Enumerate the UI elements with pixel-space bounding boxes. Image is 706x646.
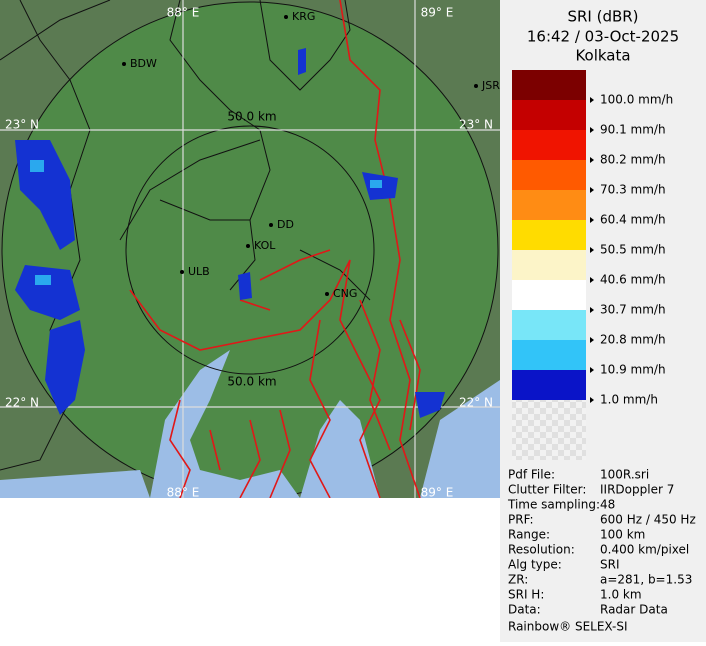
legend-pointer [590, 367, 594, 373]
place-label: ULB [188, 265, 210, 278]
timestamp: 16:42 / 03-Oct-2025 [527, 28, 679, 46]
info-value: a=281, b=1.53 [600, 573, 692, 587]
legend-swatch [512, 250, 586, 280]
info-key: Alg type: [508, 558, 562, 572]
legend-swatch [512, 280, 586, 310]
undefined: 88° E [167, 6, 200, 20]
info-value: 1.0 km [600, 588, 642, 602]
legend-pointer [590, 247, 594, 253]
place-dot [122, 62, 126, 66]
info-value: 100R.sri [600, 468, 649, 482]
legend-pointer [590, 217, 594, 223]
info-value: IIRDoppler 7 [600, 483, 674, 497]
legend-label: 10.9 mm/h [600, 363, 666, 377]
footer: Rainbow® SELEX-SI [508, 620, 628, 634]
info-value: 0.400 km/pixel [600, 543, 689, 557]
legend-pointer [590, 157, 594, 163]
legend-label: 60.4 mm/h [600, 213, 666, 227]
info-key: Clutter Filter: [508, 483, 586, 497]
info-key: SRI H: [508, 588, 544, 602]
legend-swatch [512, 70, 586, 100]
legend-pointer [590, 337, 594, 343]
undefined: 89° E [421, 486, 454, 500]
legend-label: 100.0 mm/h [600, 93, 673, 107]
legend-swatch [512, 190, 586, 220]
info-value: 600 Hz / 450 Hz [600, 513, 696, 527]
legend-label: 80.2 mm/h [600, 153, 666, 167]
legend-pointer [590, 397, 594, 403]
legend-pointer [590, 187, 594, 193]
legend-pointer [590, 127, 594, 133]
place-dot [246, 244, 250, 248]
info-key: Resolution: [508, 543, 575, 557]
undefined: 22° N [459, 396, 493, 410]
undefined: 22° N [5, 396, 39, 410]
legend-swatch [512, 160, 586, 190]
place-dot [474, 84, 478, 88]
place-label: KRG [292, 10, 315, 23]
info-key: ZR: [508, 573, 528, 587]
legend-pointer [590, 277, 594, 283]
product-title: SRI (dBR) [567, 8, 638, 26]
place-dot [325, 292, 329, 296]
legend-swatch [512, 340, 586, 370]
legend-swatch [512, 220, 586, 250]
undefined: 23° N [459, 118, 493, 132]
place-dot [180, 270, 184, 274]
place-dot [284, 15, 288, 19]
place-label: JSR [481, 79, 500, 92]
undefined: 89° E [421, 6, 454, 20]
info-key: Time sampling: [507, 498, 600, 512]
site-name: Kolkata [575, 47, 630, 65]
legend-label: 20.8 mm/h [600, 333, 666, 347]
info-value: 100 km [600, 528, 645, 542]
info-value: Radar Data [600, 603, 668, 617]
legend-label: 70.3 mm/h [600, 183, 666, 197]
legend-label: 40.6 mm/h [600, 273, 666, 287]
no-data-swatch [512, 400, 586, 460]
place-label: KOL [254, 239, 276, 252]
info-key: Pdf File: [508, 468, 555, 482]
legend-swatch [512, 130, 586, 160]
ring-label: 50.0 km [227, 110, 276, 124]
undefined: 88° E [167, 486, 200, 500]
legend-label: 50.5 mm/h [600, 243, 666, 257]
info-key: Range: [508, 528, 550, 542]
legend-swatch [512, 310, 586, 340]
ring-label: 50.0 km [227, 375, 276, 389]
info-key: PRF: [508, 513, 534, 527]
info-key: Data: [508, 603, 541, 617]
legend-label: 30.7 mm/h [600, 303, 666, 317]
legend-pointer [590, 307, 594, 313]
undefined: 23° N [5, 118, 39, 132]
info-value: 48 [600, 498, 615, 512]
legend-swatch [512, 100, 586, 130]
legend-bottom-swatch [512, 370, 586, 400]
place-label: CNG [333, 287, 357, 300]
place-dot [269, 223, 273, 227]
legend-label: 90.1 mm/h [600, 123, 666, 137]
legend-label: 1.0 mm/h [600, 393, 658, 407]
place-label: BDW [130, 57, 157, 70]
place-label: DD [277, 218, 294, 231]
info-value: SRI [600, 558, 620, 572]
legend-pointer [590, 97, 594, 103]
